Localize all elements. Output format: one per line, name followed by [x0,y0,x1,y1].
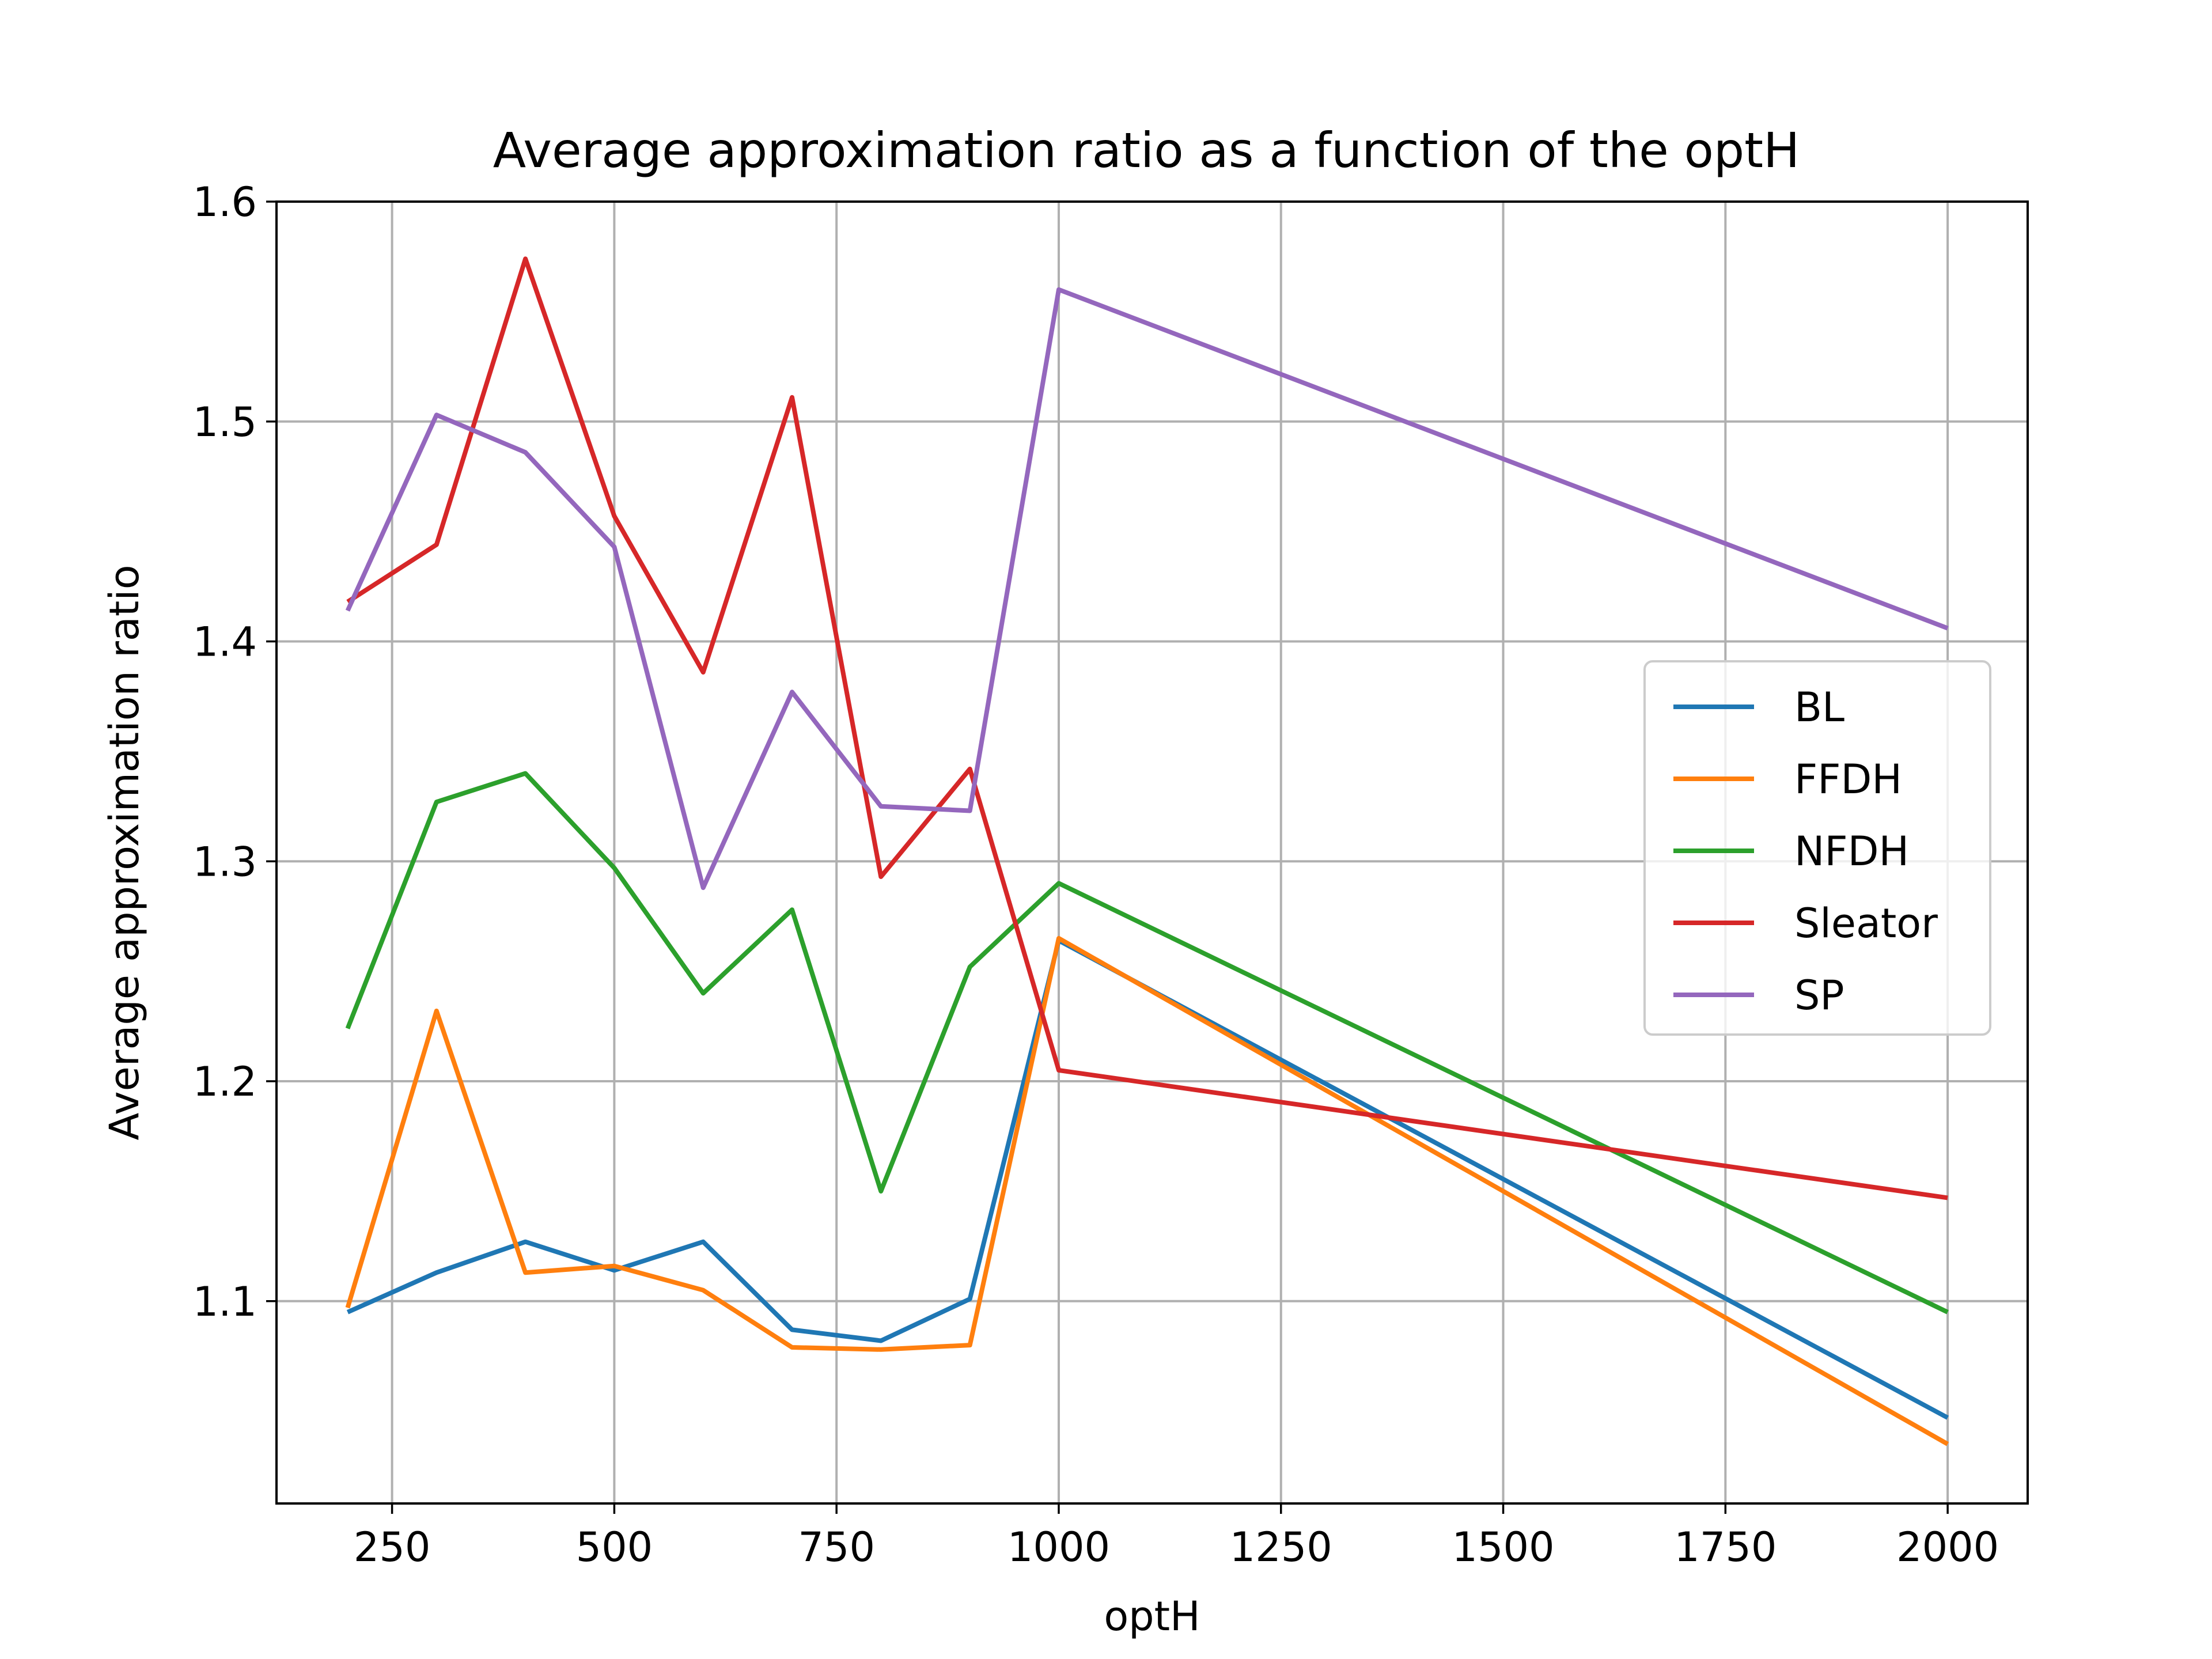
y-tick-label: 1.3 [193,838,257,885]
x-tick-label: 1250 [1230,1524,1332,1571]
legend-box [1643,660,1991,1036]
y-tick-label: 1.2 [193,1058,257,1105]
series-line-bl [346,938,1949,1420]
legend: BL FFDH NFDH Sleator SP [1643,660,1991,1036]
y-tick-label: 1.4 [193,619,257,666]
series-line-sleator [346,256,1948,1200]
legend-label-ffdh: FFDH [1794,756,1902,803]
series-line-ffdh [345,935,1949,1446]
tick-layer: 250 500 750 1000 1250 1500 1750 2000 1.1 1.2 1.3 1.… [193,179,1999,1571]
legend-label-sleator: Sleator [1794,900,1938,947]
x-tick-label: 1750 [1674,1524,1777,1571]
x-tick-label: 500 [576,1524,653,1571]
chart-title: Average approximation ratio as a functio… [493,122,1800,179]
y-axis-label: Average approximation ratio [101,565,148,1140]
x-tick-label: 1000 [1007,1524,1110,1571]
plot-area-frame [275,200,2029,1505]
legend-label-bl: BL [1794,684,1844,731]
legend-label-sp: SP [1794,972,1844,1019]
x-tick-label: 250 [354,1524,431,1571]
y-tick-label: 1.6 [193,179,257,226]
legend-label-nfdh: NFDH [1794,828,1909,875]
y-tick-label: 1.5 [193,399,257,446]
x-tick-label: 1500 [1452,1524,1554,1571]
x-tick-label: 2000 [1896,1524,1999,1571]
series-line-sp [345,287,1949,891]
x-tick-label: 750 [798,1524,875,1571]
y-tick-label: 1.1 [193,1278,257,1325]
series-layer [345,256,1949,1446]
x-axis-label: optH [1104,1593,1200,1640]
